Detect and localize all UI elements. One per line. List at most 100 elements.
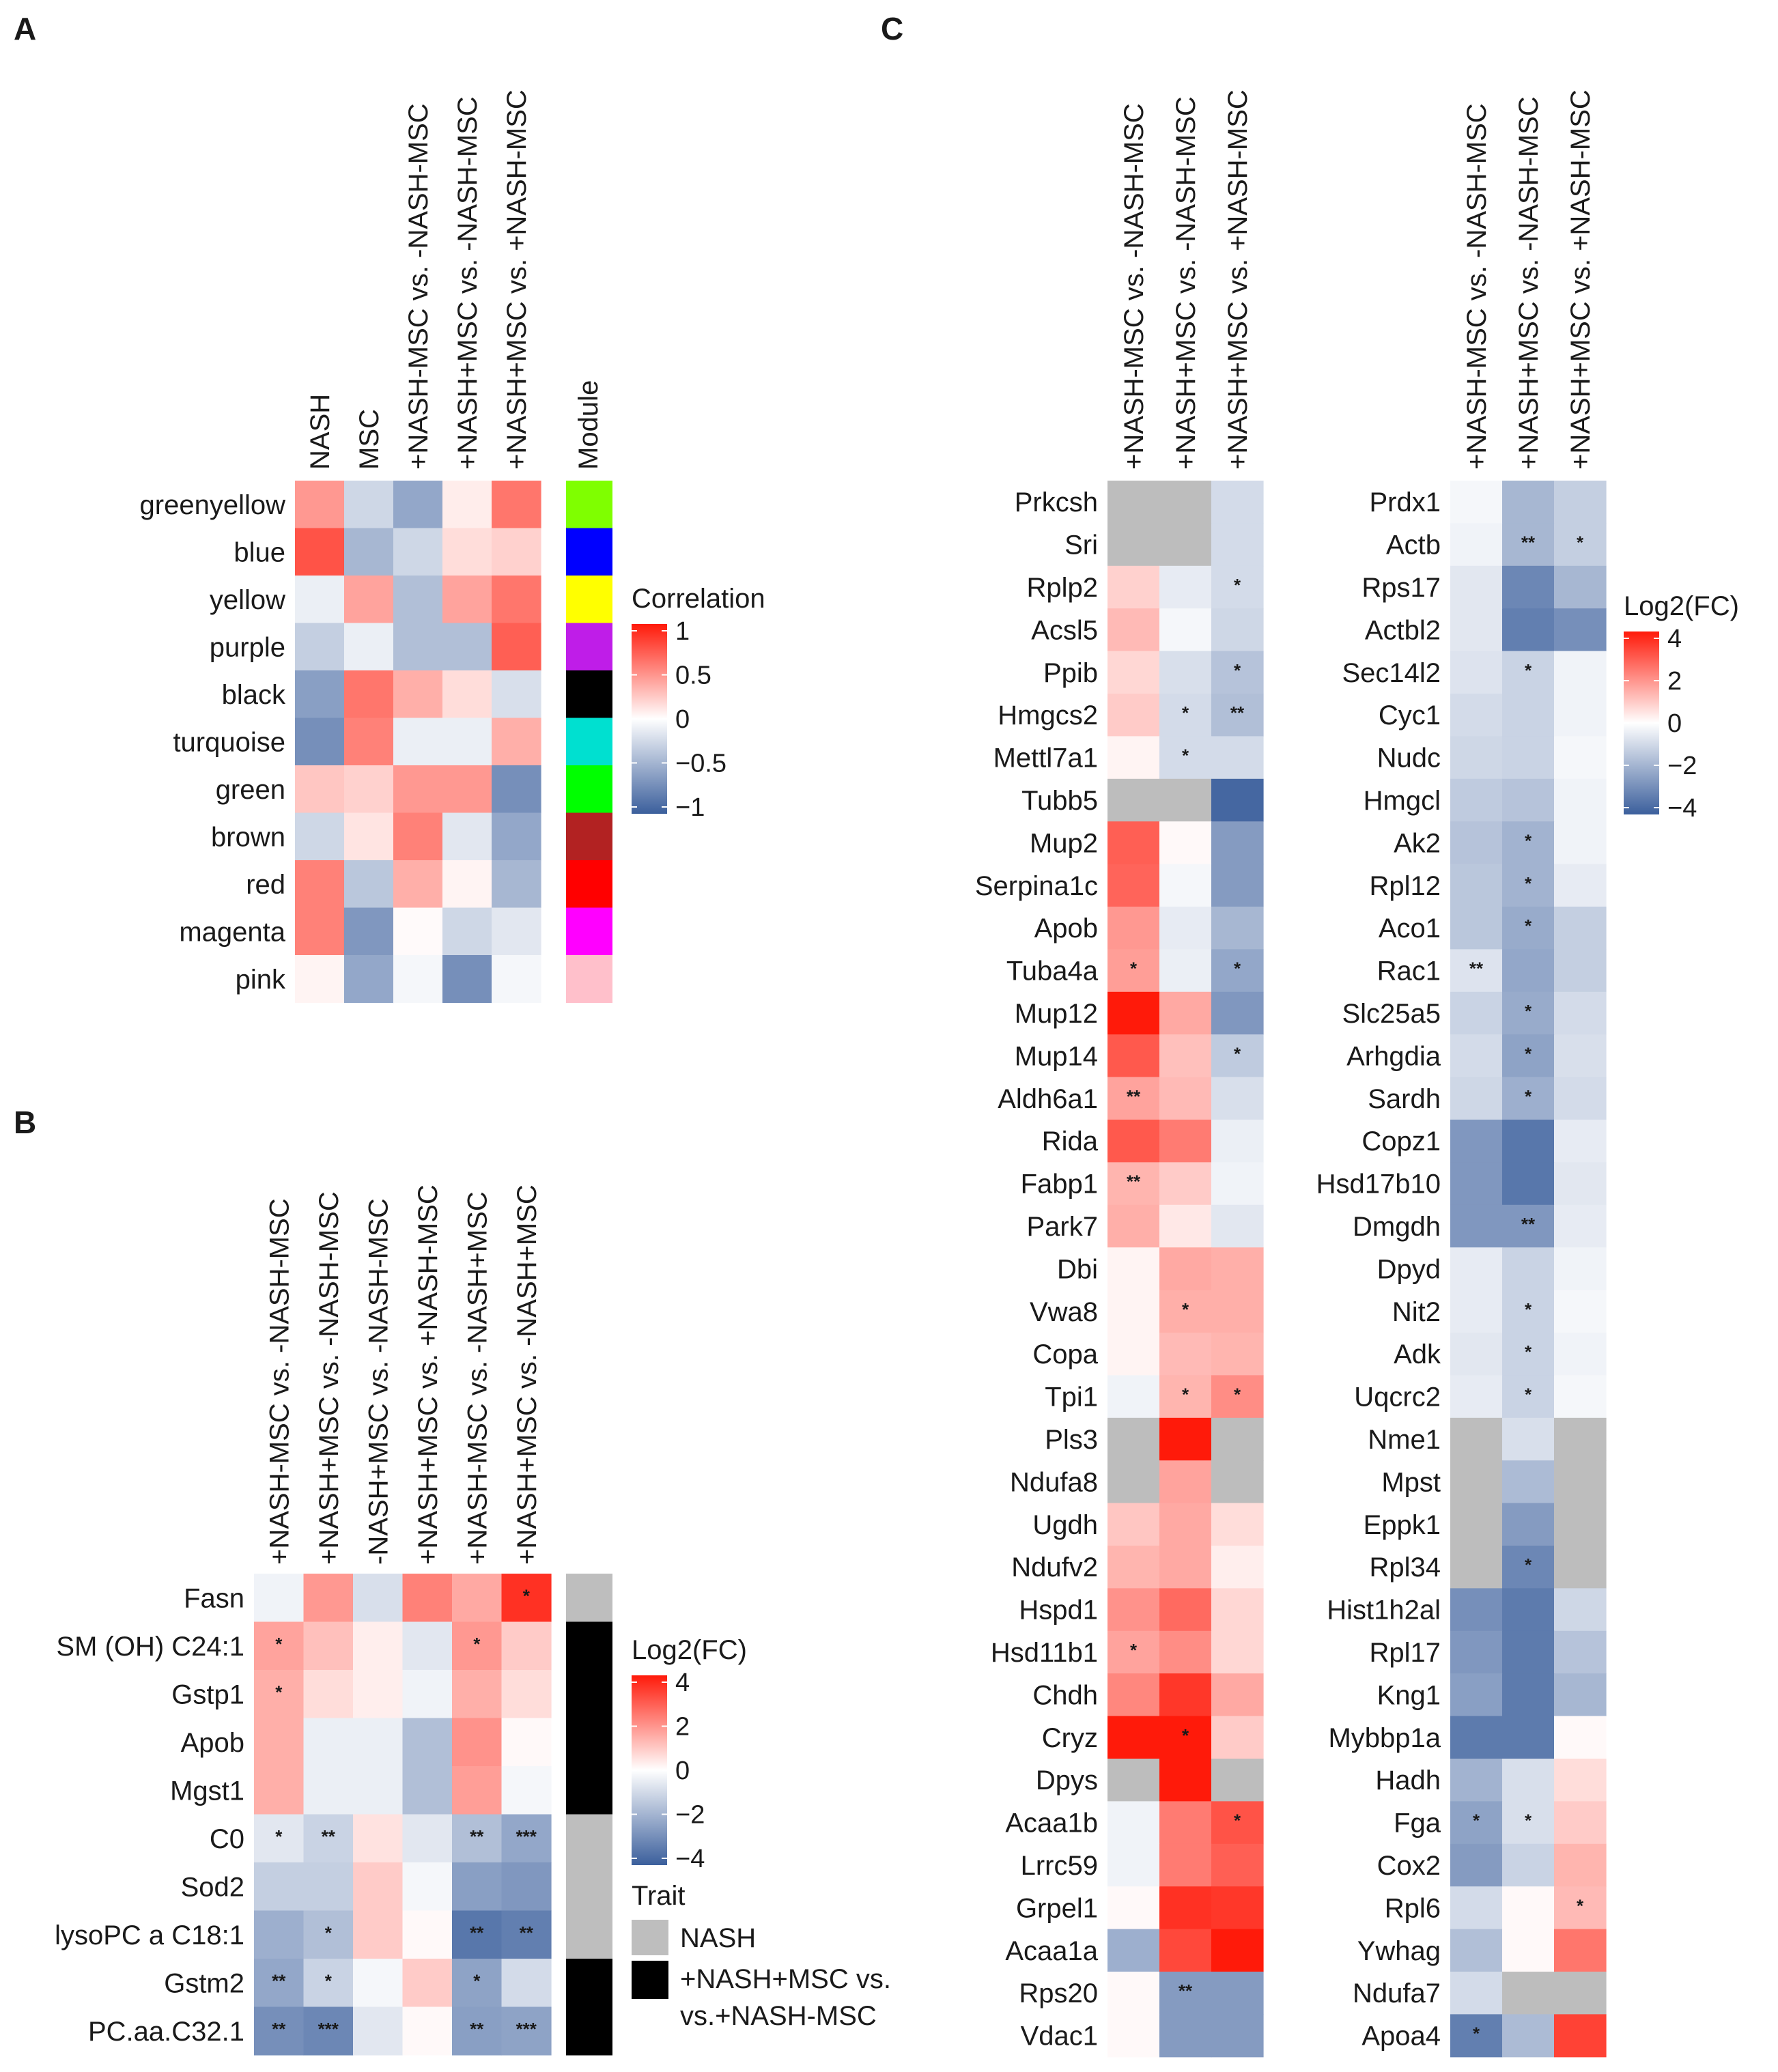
cell-tubb5-3	[1211, 778, 1264, 822]
cell-brown-4	[442, 812, 492, 861]
row-label-mettl7a1: Mettl7a1	[993, 743, 1098, 774]
cell-red-3	[393, 860, 443, 909]
sig-mark-fabp1-1: **	[1127, 1172, 1141, 1192]
colorbar-label-fcb-2: 0	[675, 1757, 690, 1785]
cell-rplp2-3	[1211, 565, 1264, 609]
cell-apob-6	[501, 1718, 552, 1767]
cell-apob-5	[452, 1718, 503, 1767]
cell-ndufa7-3	[1554, 1972, 1607, 2015]
col-label-b-1: +NASH-MSC vs. -NASH-MSC	[264, 1198, 294, 1565]
cell-tpi1-3	[1211, 1375, 1264, 1419]
colorbar-label-fcc-1: 2	[1667, 667, 1682, 696]
cell-pink-5	[492, 955, 541, 1004]
trait-swatch-3	[566, 1670, 612, 1719]
sig-mark-nit2-2: *	[1525, 1299, 1532, 1320]
cell-ak2-1	[1450, 821, 1503, 865]
cell-ywhag-1	[1450, 1929, 1503, 1972]
row-label-kng1: Kng1	[1377, 1680, 1441, 1710]
panel-letter-c: C	[881, 11, 903, 46]
cell-sod2-5	[452, 1862, 503, 1912]
cell-mgst1-4	[402, 1766, 453, 1815]
col-label-b-5: +NASH-MSC vs. -NASH+MSC	[462, 1191, 492, 1565]
cell-pls3-3	[1211, 1417, 1264, 1461]
cell-mybbp1a-2	[1502, 1716, 1555, 1759]
row-label-green: green	[216, 775, 285, 805]
heatmap-c-right: +NASH-MSC vs. -NASH-MSC +NASH+MSC vs. -NA…	[1316, 89, 1739, 2058]
row-label-c0: C0	[210, 1824, 244, 1854]
cell-rac1-3	[1554, 949, 1607, 993]
cell-hadh-2	[1502, 1759, 1555, 1802]
cell-rpl17-2	[1502, 1630, 1555, 1674]
cell-yellow-2	[344, 576, 394, 624]
cell-fabp1-3	[1211, 1162, 1264, 1206]
row-label-blue: blue	[234, 537, 285, 567]
cell-eppk1-2	[1502, 1503, 1555, 1546]
row-label-aco1: Aco1	[1379, 913, 1441, 943]
cell-aco1-2	[1502, 907, 1555, 950]
cell-sri-1	[1107, 523, 1160, 567]
cell-rps17-1	[1450, 565, 1503, 609]
cell-ugdh-1	[1107, 1503, 1160, 1546]
cell-dpys-3	[1211, 1759, 1264, 1802]
cell-ak2-2	[1502, 821, 1555, 865]
cell-sardh-3	[1554, 1077, 1607, 1120]
cell-serpina1c-2	[1159, 864, 1212, 907]
cell-chdh-2	[1159, 1673, 1212, 1717]
sig-mark-acaa1b-3: *	[1234, 1811, 1241, 1831]
cell-aldh6a1-3	[1211, 1077, 1264, 1120]
cell-fga-2	[1502, 1801, 1555, 1845]
trait-legend-title: Trait	[632, 1881, 686, 1911]
cell-turquoise-3	[393, 718, 443, 766]
row-label-ndufa7: Ndufa7	[1353, 1978, 1441, 2009]
row-label-black: black	[222, 680, 286, 710]
sig-mark-c0-1: *	[275, 1826, 283, 1847]
cell-rpl6-1	[1450, 1886, 1503, 1930]
cell-grpel1-2	[1159, 1886, 1212, 1930]
cell-actbl2-2	[1502, 608, 1555, 652]
cell-slc25a5-3	[1554, 991, 1607, 1035]
cell-dbi-2	[1159, 1247, 1212, 1291]
sig-mark-lysopc-a-c18-1-2: *	[325, 1922, 333, 1943]
col-label-b-2: +NASH+MSC vs. -NASH-MSC	[314, 1191, 344, 1565]
cell-ywhag-3	[1554, 1929, 1607, 1972]
sig-mark-actb-2: **	[1521, 533, 1536, 553]
row-label-sri: Sri	[1064, 530, 1098, 560]
colorbar-label-fcc-0: 4	[1667, 625, 1682, 653]
cell-gstp1-1	[254, 1670, 305, 1719]
row-label-dpyd: Dpyd	[1377, 1254, 1441, 1284]
cell-vwa8-1	[1107, 1290, 1160, 1333]
cell-apob-3	[353, 1718, 404, 1767]
trait-swatch-7	[566, 1862, 612, 1912]
cell-fasn-3	[353, 1574, 404, 1623]
cell-hspd1-1	[1107, 1588, 1160, 1632]
cell-acaa1b-3	[1211, 1801, 1264, 1845]
colorbar-label-corr-3: −0.5	[675, 750, 726, 778]
cell-uqcrc2-2	[1502, 1375, 1555, 1419]
row-label-rpl12: Rpl12	[1369, 871, 1441, 901]
module-swatch-red	[566, 860, 612, 909]
row-label-tuba4a: Tuba4a	[1006, 956, 1099, 987]
row-label-pink: pink	[236, 965, 286, 995]
trait-swatch-1	[566, 1574, 612, 1623]
cell-mup14-2	[1159, 1034, 1212, 1078]
row-label-lrrc59: Lrrc59	[1021, 1851, 1098, 1881]
cell-apob-1	[1107, 907, 1160, 950]
cell-hspd1-3	[1211, 1588, 1264, 1632]
row-label-hadh: Hadh	[1375, 1765, 1441, 1796]
cell-ugdh-2	[1159, 1503, 1212, 1546]
cell-ndufv2-3	[1211, 1546, 1264, 1589]
cell-chdh-3	[1211, 1673, 1264, 1717]
cell-slc25a5-1	[1450, 991, 1503, 1035]
cell-copz1-2	[1502, 1120, 1555, 1163]
cell-dmgdh-3	[1554, 1204, 1607, 1248]
cell-actb-1	[1450, 523, 1503, 567]
cell-apob-2	[1159, 907, 1212, 950]
cell-cox2-3	[1554, 1843, 1607, 1887]
cell-sod2-1	[254, 1862, 305, 1912]
cell-red-2	[344, 860, 394, 909]
module-swatch-green	[566, 765, 612, 814]
row-label-tubb5: Tubb5	[1021, 786, 1098, 816]
cell-purple-5	[492, 623, 541, 671]
cell-sec14l2-1	[1450, 651, 1503, 694]
